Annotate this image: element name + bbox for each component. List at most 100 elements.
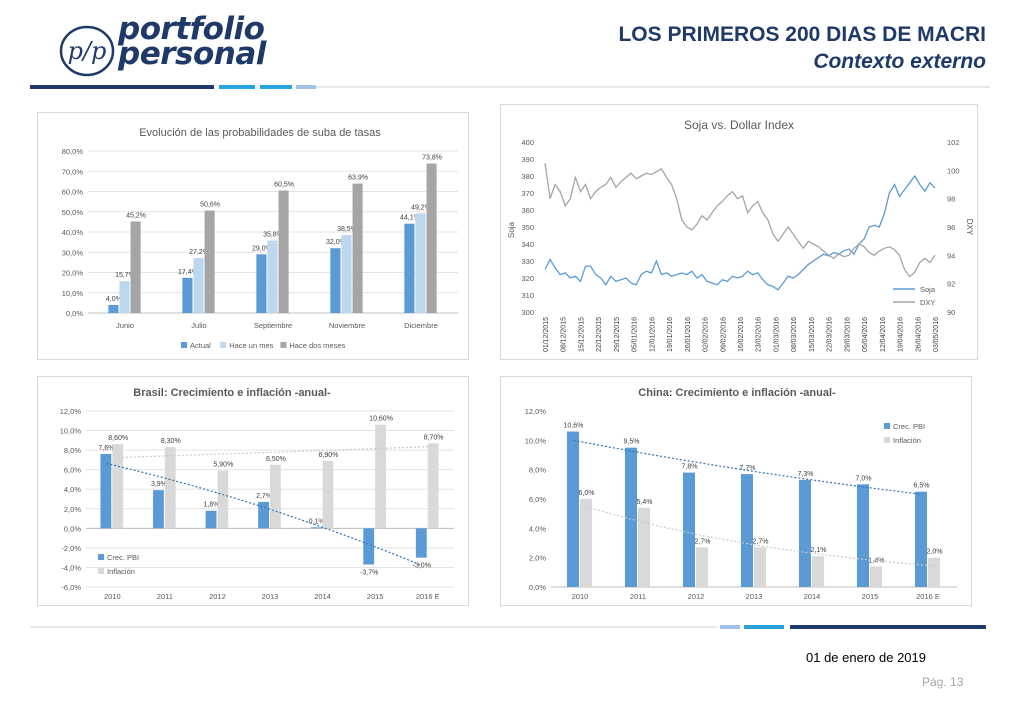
y-tick-label: 60,0%: [62, 188, 84, 197]
y-tick-label: 10,0%: [62, 289, 84, 298]
bar: [164, 447, 176, 529]
legend-label: DXY: [920, 298, 935, 307]
bar: [205, 510, 217, 529]
data-label: 2,0%: [927, 549, 943, 556]
y-tick-label: 50,0%: [62, 208, 84, 217]
x-tick-label: 2013: [746, 592, 763, 601]
data-label: 7,3%: [797, 471, 813, 478]
y-tick-label: 6,0%: [64, 466, 81, 475]
x-tick-label: 08/12/2015: [561, 317, 568, 352]
y2-tick-label: 96: [947, 223, 955, 232]
data-label: 8,70%: [424, 434, 444, 441]
data-label: 10,60%: [369, 416, 393, 423]
bar: [182, 277, 193, 313]
bar: [856, 484, 869, 587]
y-tick-label: 320: [521, 274, 534, 283]
data-label: 2,7%: [695, 538, 711, 545]
y2-tick-label: 98: [947, 195, 955, 204]
x-tick-label: 2014: [314, 592, 331, 601]
y-tick-label: 20,0%: [62, 269, 84, 278]
x-tick-label: 26/04/2016: [915, 317, 922, 352]
y-tick-label: 70,0%: [62, 167, 84, 176]
series-line-soja: [544, 174, 936, 291]
y-tick-label: 370: [521, 189, 534, 198]
data-label: 17,4%: [178, 269, 198, 276]
chart-china: China: Crecimiento e inflación -anual- 0,…: [500, 376, 972, 606]
data-label: 49,2%: [411, 204, 431, 211]
legend-swatch: [98, 568, 104, 574]
page-subtitle: Contexto externo: [813, 50, 986, 73]
logo-line-2: personal: [118, 36, 266, 72]
bar: [322, 460, 334, 529]
x-tick-label: 2011: [157, 592, 173, 601]
trendline: [573, 439, 922, 495]
y-tick-label: 8,0%: [529, 466, 546, 475]
legend-swatch: [181, 342, 187, 348]
y-tick-label: 4,0%: [64, 485, 81, 494]
x-tick-label: 19/01/2016: [667, 317, 674, 352]
legend-swatch: [220, 342, 227, 348]
x-tick-label: 03/05/2016: [933, 317, 940, 352]
y-tick-label: 10,0%: [60, 427, 82, 436]
data-label: 7,8%: [681, 464, 697, 471]
x-tick-label: 02/02/2016: [703, 317, 710, 352]
data-label: 9,5%: [623, 439, 639, 446]
legend-label: Actual: [190, 341, 211, 350]
bar: [404, 223, 415, 313]
x-tick-label: 2015: [367, 592, 384, 601]
y-tick-label: 0,0%: [66, 309, 83, 318]
x-tick-label: 22/12/2015: [596, 317, 603, 352]
bar: [754, 547, 767, 587]
data-label: 60,5%: [274, 181, 294, 188]
footer-date: 01 de enero de 2019: [806, 650, 926, 665]
x-tick-label: 15/12/2015: [578, 317, 585, 352]
logo-mark: p/p: [59, 25, 115, 77]
x-tick-label: 15/03/2016: [809, 317, 816, 352]
data-label: 63,9%: [348, 175, 368, 182]
data-label: 6,90%: [319, 452, 339, 459]
bar: [278, 190, 289, 313]
bar: [798, 479, 811, 587]
y2-tick-label: 94: [947, 251, 955, 260]
x-tick-label: 05/04/2016: [862, 317, 869, 352]
bar: [696, 547, 709, 587]
bar: [914, 491, 927, 587]
y-axis-label: Soja: [507, 221, 516, 238]
data-label: 29,0%: [252, 245, 272, 252]
y-tick-label: 10,0%: [525, 436, 547, 445]
y-tick-label: 400: [521, 138, 534, 147]
y-tick-label: 340: [521, 240, 534, 249]
bar: [566, 431, 579, 587]
y-tick-label: 0,0%: [64, 524, 81, 533]
bar: [217, 470, 229, 529]
data-label: 7,7%: [739, 465, 755, 472]
y2-tick-label: 102: [947, 138, 960, 147]
chart-title: China: Crecimiento e inflación -anual-: [638, 387, 836, 399]
data-label: 73,8%: [422, 155, 442, 162]
x-tick-label: Diciembre: [404, 321, 438, 330]
y-tick-label: 390: [521, 155, 534, 164]
data-label: 1,4%: [869, 557, 885, 564]
bar: [415, 213, 426, 313]
trendline: [118, 445, 434, 459]
y-tick-label: 380: [521, 172, 534, 181]
data-label: 7,0%: [855, 475, 871, 482]
x-tick-label: 16/02/2016: [738, 317, 745, 352]
bar: [119, 281, 130, 313]
legend-swatch: [98, 554, 104, 560]
svg-text:p/p: p/p: [68, 37, 107, 65]
x-tick-label: 09/02/2016: [720, 317, 727, 352]
y-tick-label: 80,0%: [62, 147, 84, 156]
bar: [352, 183, 363, 313]
legend-label: Crec. PBI: [893, 422, 925, 431]
data-label: 32,0%: [326, 239, 346, 246]
x-tick-label: 2013: [262, 592, 279, 601]
bar: [112, 444, 124, 529]
data-label: 6,50%: [266, 456, 286, 463]
chart-brasil: Brasil: Crecimiento e inflación -anual- -…: [37, 376, 469, 606]
y-tick-label: 0,0%: [529, 583, 546, 592]
bar: [341, 235, 352, 313]
data-label: 1,8%: [204, 502, 220, 509]
x-tick-label: Junio: [116, 321, 134, 330]
bar: [638, 507, 651, 587]
